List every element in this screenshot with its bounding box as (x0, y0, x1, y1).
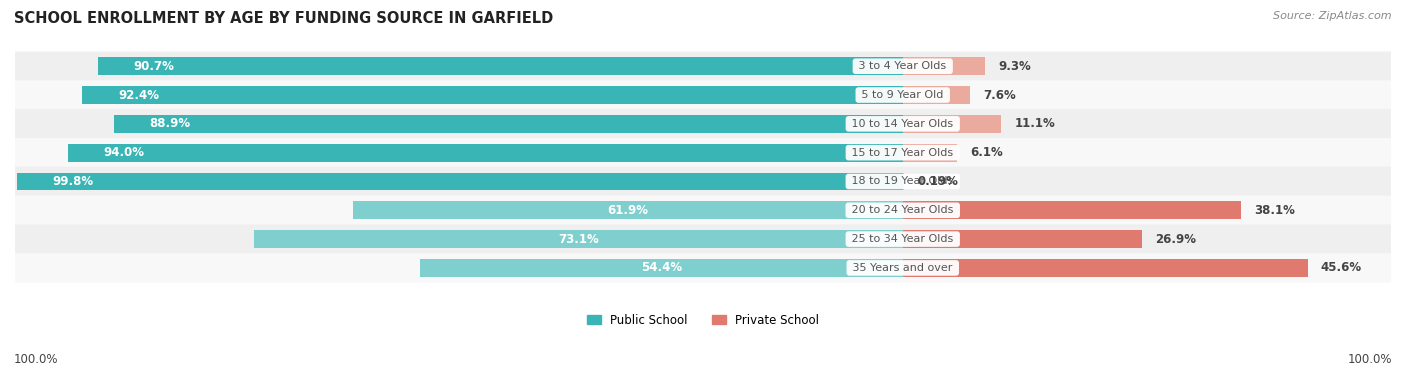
Text: 25 to 34 Year Olds: 25 to 34 Year Olds (848, 234, 957, 244)
Bar (903, 144, 957, 162)
Text: 100.0%: 100.0% (14, 353, 59, 366)
Bar (83, 86, 903, 104)
Text: 15 to 17 Year Olds: 15 to 17 Year Olds (848, 148, 957, 158)
Bar (903, 86, 970, 104)
FancyBboxPatch shape (15, 196, 1391, 225)
Bar (903, 259, 1308, 277)
Bar (69, 144, 903, 162)
Text: 3 to 4 Year Olds: 3 to 4 Year Olds (855, 61, 950, 71)
Bar (903, 173, 904, 190)
Bar (353, 201, 903, 219)
Text: 9.3%: 9.3% (998, 60, 1032, 73)
Bar (903, 201, 1241, 219)
Bar (114, 115, 903, 133)
Text: 20 to 24 Year Olds: 20 to 24 Year Olds (848, 205, 957, 215)
Text: Source: ZipAtlas.com: Source: ZipAtlas.com (1274, 11, 1392, 21)
Text: 11.1%: 11.1% (1015, 117, 1056, 130)
Text: SCHOOL ENROLLMENT BY AGE BY FUNDING SOURCE IN GARFIELD: SCHOOL ENROLLMENT BY AGE BY FUNDING SOUR… (14, 11, 554, 26)
Legend: Public School, Private School: Public School, Private School (582, 309, 824, 331)
FancyBboxPatch shape (15, 167, 1391, 196)
Text: 99.8%: 99.8% (52, 175, 93, 188)
FancyBboxPatch shape (15, 138, 1391, 167)
Text: 18 to 19 Year Olds: 18 to 19 Year Olds (848, 176, 957, 187)
Text: 7.6%: 7.6% (984, 89, 1017, 101)
FancyBboxPatch shape (15, 109, 1391, 138)
Text: 54.4%: 54.4% (641, 261, 682, 274)
Text: 92.4%: 92.4% (118, 89, 159, 101)
Text: 45.6%: 45.6% (1320, 261, 1362, 274)
Bar (903, 57, 986, 75)
FancyBboxPatch shape (15, 224, 1391, 254)
Text: 61.9%: 61.9% (607, 204, 648, 217)
Text: 5 to 9 Year Old: 5 to 9 Year Old (858, 90, 948, 100)
Text: 88.9%: 88.9% (149, 117, 190, 130)
Text: 6.1%: 6.1% (970, 146, 1002, 159)
Bar (17, 173, 903, 190)
FancyBboxPatch shape (15, 253, 1391, 283)
Text: 38.1%: 38.1% (1254, 204, 1295, 217)
FancyBboxPatch shape (15, 80, 1391, 110)
Bar (254, 230, 903, 248)
Bar (903, 230, 1142, 248)
Bar (97, 57, 903, 75)
Bar (420, 259, 903, 277)
FancyBboxPatch shape (15, 52, 1391, 81)
Text: 10 to 14 Year Olds: 10 to 14 Year Olds (848, 119, 957, 129)
Text: 94.0%: 94.0% (104, 146, 145, 159)
Text: 73.1%: 73.1% (558, 233, 599, 245)
Text: 90.7%: 90.7% (134, 60, 174, 73)
Text: 100.0%: 100.0% (1347, 353, 1392, 366)
Text: 26.9%: 26.9% (1154, 233, 1197, 245)
Text: 0.19%: 0.19% (918, 175, 959, 188)
Bar (903, 115, 1001, 133)
Text: 35 Years and over: 35 Years and over (849, 263, 956, 273)
